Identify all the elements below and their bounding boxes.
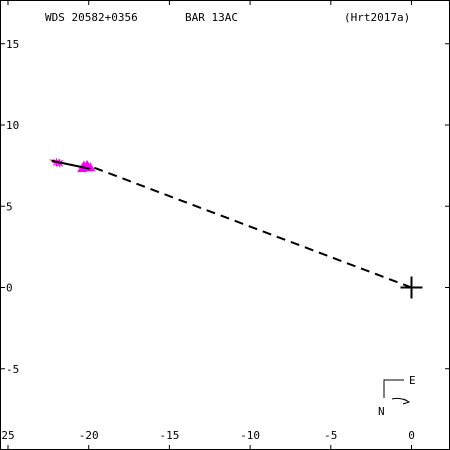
data-series (49, 158, 423, 299)
compass: E N (378, 374, 416, 418)
fit-line (51, 159, 91, 170)
y-tick-label: -5 (6, 363, 19, 376)
reference-label: (Hrt2017a) (344, 11, 410, 24)
compass-north-label: N (378, 405, 385, 418)
x-tick-label: -5 (324, 429, 337, 442)
discoverer-label: BAR 13AC (185, 11, 238, 24)
x-tick-label: 0 (408, 429, 415, 442)
separation-dashed-line (88, 164, 412, 289)
x-tick-label: 25 (1, 429, 14, 442)
y-tick-label: 5 (6, 200, 13, 213)
x-tick-label: -20 (79, 429, 99, 442)
y-tick-label: 0 (6, 282, 13, 295)
x-tick-label: -10 (240, 429, 260, 442)
x-tick-label: -15 (159, 429, 179, 442)
compass-arrow-head (402, 398, 411, 405)
y-tick-label: 15 (6, 38, 19, 51)
compass-axes (383, 379, 404, 398)
wds-label: WDS 20582+0356 (45, 11, 138, 24)
compass-east-label: E (409, 374, 416, 387)
y-tick-label: 10 (6, 119, 19, 132)
